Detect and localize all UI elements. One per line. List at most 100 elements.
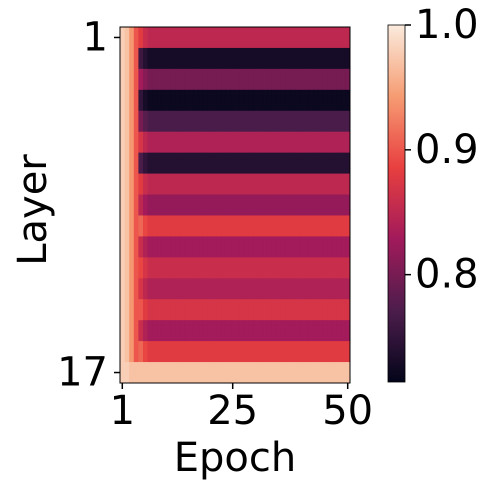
heatmap-cell bbox=[207, 89, 213, 112]
heatmap-cell bbox=[336, 320, 342, 342]
heatmap-cell bbox=[313, 341, 319, 363]
heatmap-cell bbox=[138, 341, 144, 363]
heatmap-cell bbox=[166, 68, 172, 91]
heatmap-cell bbox=[120, 173, 126, 196]
heatmap-cell bbox=[152, 320, 158, 342]
heatmap-cell bbox=[276, 110, 282, 133]
heatmap-cell bbox=[271, 320, 277, 342]
heatmap-cell bbox=[124, 68, 130, 91]
heatmap-cell bbox=[143, 299, 149, 321]
heatmap-cell bbox=[248, 215, 254, 237]
heatmap-cell bbox=[262, 236, 268, 258]
heatmap-cell bbox=[340, 362, 346, 384]
heatmap-cell bbox=[322, 47, 328, 70]
heatmap-cell bbox=[166, 110, 172, 133]
heatmap-cell bbox=[124, 215, 130, 237]
heatmap-cell bbox=[207, 236, 213, 258]
heatmap-cell bbox=[340, 215, 346, 237]
heatmap-cell bbox=[189, 173, 195, 196]
heatmap-cell bbox=[230, 68, 236, 91]
heatmap-cell bbox=[198, 215, 204, 237]
heatmap-cell bbox=[235, 131, 241, 154]
heatmap-cell bbox=[331, 152, 337, 175]
heatmap-cell bbox=[294, 27, 300, 49]
heatmap-cell bbox=[336, 257, 342, 279]
heatmap-cell bbox=[143, 215, 149, 237]
heatmap-cell bbox=[308, 131, 314, 154]
heatmap-cell bbox=[290, 47, 296, 70]
heatmap-cell bbox=[189, 362, 195, 384]
heatmap-cell bbox=[216, 194, 222, 216]
colorbar-tick-label: 0.8 bbox=[415, 252, 479, 298]
heatmap-cell bbox=[216, 131, 222, 154]
heatmap-cell bbox=[239, 131, 245, 154]
heatmap-cell bbox=[152, 299, 158, 321]
heatmap-cell bbox=[304, 194, 310, 216]
heatmap-cell bbox=[129, 194, 135, 216]
heatmap-cell bbox=[340, 68, 346, 91]
heatmap-cell bbox=[156, 47, 162, 70]
heatmap-cell bbox=[161, 278, 167, 300]
heatmap-cell bbox=[179, 215, 185, 237]
heatmap-cell bbox=[120, 257, 126, 279]
heatmap-cell bbox=[271, 173, 277, 196]
heatmap-cell bbox=[221, 215, 227, 237]
heatmap-cell bbox=[221, 362, 227, 384]
heatmap-cell bbox=[299, 257, 305, 279]
heatmap-cell bbox=[294, 173, 300, 196]
heatmap-cell bbox=[299, 47, 305, 70]
heatmap-cell bbox=[281, 173, 287, 196]
heatmap-cell bbox=[198, 278, 204, 300]
heatmap-cell bbox=[202, 27, 208, 49]
heatmap-cell bbox=[193, 173, 199, 196]
heatmap-cell bbox=[248, 236, 254, 258]
heatmap-cell bbox=[285, 173, 291, 196]
heatmap-cell bbox=[317, 320, 323, 342]
heatmap-cell bbox=[235, 110, 241, 133]
heatmap-cell bbox=[189, 320, 195, 342]
heatmap-cell bbox=[166, 236, 172, 258]
heatmap-cell bbox=[184, 299, 190, 321]
heatmap-cell bbox=[244, 236, 250, 258]
heatmap-cell bbox=[294, 152, 300, 175]
heatmap-cell bbox=[161, 215, 167, 237]
heatmap-cell bbox=[124, 362, 130, 384]
heatmap-cell bbox=[281, 215, 287, 237]
heatmap-cell bbox=[248, 299, 254, 321]
heatmap-cell bbox=[271, 278, 277, 300]
heatmap-cell bbox=[152, 194, 158, 216]
heatmap-cell bbox=[290, 341, 296, 363]
heatmap-cell bbox=[327, 152, 333, 175]
heatmap-cell bbox=[175, 47, 181, 70]
heatmap-cell bbox=[285, 278, 291, 300]
heatmap-cell bbox=[216, 27, 222, 49]
heatmap-cell bbox=[248, 68, 254, 91]
heatmap-cell bbox=[175, 257, 181, 279]
heatmap-cell bbox=[248, 341, 254, 363]
heatmap-cell bbox=[138, 257, 144, 279]
heatmap-cell bbox=[221, 341, 227, 363]
heatmap-cell bbox=[336, 131, 342, 154]
heatmap-cell bbox=[179, 320, 185, 342]
heatmap-cell bbox=[327, 236, 333, 258]
heatmap-cell bbox=[230, 131, 236, 154]
heatmap-cell bbox=[198, 47, 204, 70]
heatmap-cell bbox=[152, 27, 158, 49]
heatmap-cell bbox=[267, 131, 273, 154]
heatmap-cell bbox=[253, 27, 259, 49]
heatmap-cell bbox=[161, 257, 167, 279]
heatmap-cell bbox=[216, 299, 222, 321]
heatmap-cell bbox=[276, 257, 282, 279]
heatmap-cell bbox=[225, 152, 231, 175]
heatmap-cell bbox=[138, 362, 144, 384]
heatmap-cell bbox=[304, 173, 310, 196]
heatmap-cell bbox=[207, 68, 213, 91]
heatmap-cell bbox=[299, 152, 305, 175]
heatmap-cell bbox=[327, 131, 333, 154]
heatmap-cell bbox=[120, 194, 126, 216]
heatmap-cell bbox=[345, 299, 351, 321]
heatmap-cell bbox=[313, 110, 319, 133]
heatmap-cell bbox=[166, 27, 172, 49]
heatmap-cell bbox=[124, 341, 130, 363]
heatmap-cell bbox=[331, 257, 337, 279]
